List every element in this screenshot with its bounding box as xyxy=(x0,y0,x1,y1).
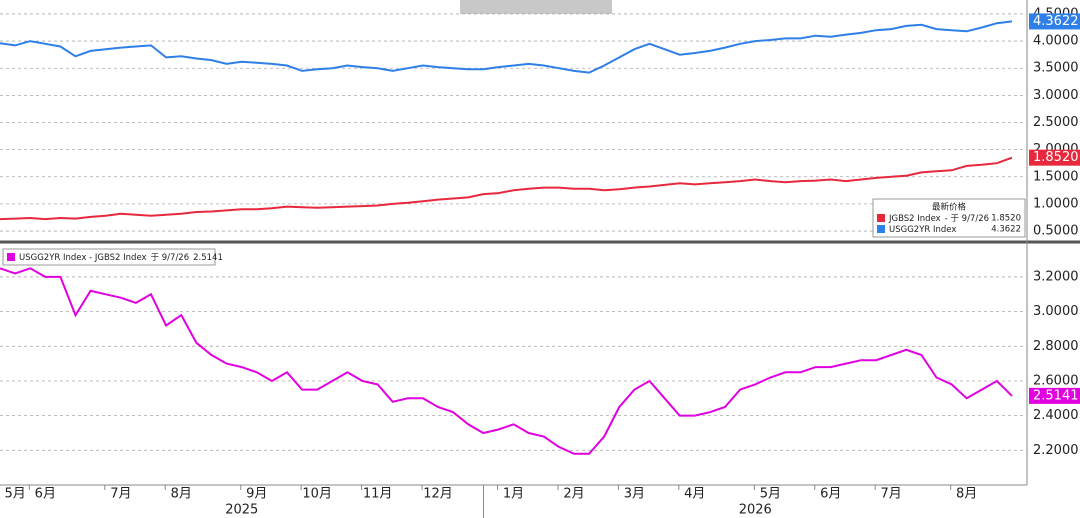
y-tick-label: 3.2000 xyxy=(1033,269,1079,284)
y-tick-label: 1.0000 xyxy=(1033,196,1079,211)
x-tick-label: 12月 xyxy=(423,487,453,502)
legend-entry: USGG2YR Index xyxy=(889,225,956,235)
y-tick-label: 3.0000 xyxy=(1033,88,1079,103)
legend-box xyxy=(2,248,216,266)
legend-swatch xyxy=(877,214,885,222)
last-value-label: 1.8520 xyxy=(1033,150,1079,165)
legend-note: 于 9/7/26 xyxy=(151,253,190,263)
x-tick-label: 5月 xyxy=(4,487,25,502)
x-tick-label: 5月 xyxy=(760,487,781,502)
y-tick-label: 4.0000 xyxy=(1033,34,1079,49)
last-value-badge xyxy=(1029,13,1080,30)
y-tick-label: 3.5000 xyxy=(1033,61,1079,76)
legend-value: 2.5141 xyxy=(193,253,223,263)
y-tick-label: 2.5000 xyxy=(1033,115,1079,130)
legend-name: USGG2YR Index - JGBS2 Index xyxy=(19,253,147,263)
x-tick-label: 7月 xyxy=(110,487,131,502)
legend-swatch xyxy=(7,253,15,261)
year-label: 2025 xyxy=(225,503,258,518)
x-tick-label: 4月 xyxy=(684,487,705,502)
x-tick-label: 6月 xyxy=(820,487,841,502)
x-tick-label: 7月 xyxy=(881,487,902,502)
legend-name: USGG2YR Index xyxy=(889,225,956,235)
x-tick-label: 1月 xyxy=(503,487,524,502)
legend-entry: USGG2YR Index - JGBS2 Index 于 9/7/26 2.514… xyxy=(19,253,223,263)
last-value-label: 2.5141 xyxy=(1033,388,1079,403)
y-tick-label: 1.5000 xyxy=(1033,169,1079,184)
legend-name: JGBS2 Index xyxy=(888,214,941,224)
x-tick-label: 9月 xyxy=(246,487,267,502)
series-line xyxy=(0,20,1013,74)
legend-value: 1.8520 xyxy=(991,214,1021,224)
legend-value: 4.3622 xyxy=(991,225,1021,235)
series-line xyxy=(0,156,1013,221)
series-line xyxy=(0,267,1013,455)
last-value-badge xyxy=(1029,149,1080,166)
x-tick-label: 8月 xyxy=(171,487,192,502)
x-tick-label: 2月 xyxy=(563,487,584,502)
x-tick-label: 10月 xyxy=(302,487,332,502)
legend-swatch xyxy=(877,225,885,233)
x-tick-label: 11月 xyxy=(363,487,393,502)
last-value-badge xyxy=(1029,387,1080,404)
legend-entry: JGBS2 Index - 于 9/7/26 xyxy=(888,214,989,224)
last-value-label: 4.3622 xyxy=(1033,14,1079,29)
x-tick-label: 3月 xyxy=(624,487,645,502)
y-tick-label: 0.5000 xyxy=(1033,224,1079,239)
year-label: 2026 xyxy=(739,503,772,518)
y-tick-label: 3.0000 xyxy=(1033,304,1079,319)
y-tick-label: 2.8000 xyxy=(1033,339,1079,354)
legend-title: 最新价格 xyxy=(932,202,967,213)
y-tick-label: 2.4000 xyxy=(1033,408,1079,423)
x-tick-label: 8月 xyxy=(956,487,977,502)
toolbar[interactable] xyxy=(460,0,612,14)
legend-box xyxy=(872,198,1026,238)
y-tick-label: 2.2000 xyxy=(1033,443,1079,458)
x-tick-label: 6月 xyxy=(35,487,56,502)
legend-note: - 于 9/7/26 xyxy=(945,214,989,224)
y-tick-label: 2.6000 xyxy=(1033,373,1079,388)
